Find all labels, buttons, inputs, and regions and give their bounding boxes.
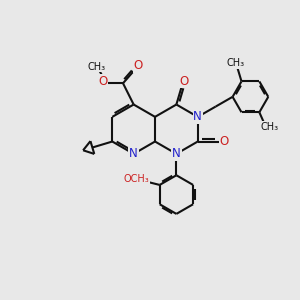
- Text: O: O: [134, 59, 143, 72]
- Text: N: N: [194, 110, 202, 123]
- Text: O: O: [179, 74, 188, 88]
- Text: CH₃: CH₃: [88, 62, 106, 72]
- Text: CH₃: CH₃: [261, 122, 279, 132]
- Text: O: O: [98, 75, 108, 88]
- Text: N: N: [172, 147, 181, 161]
- Text: OCH₃: OCH₃: [124, 174, 149, 184]
- Text: CH₃: CH₃: [226, 58, 244, 68]
- Text: N: N: [129, 147, 138, 161]
- Text: O: O: [220, 135, 229, 148]
